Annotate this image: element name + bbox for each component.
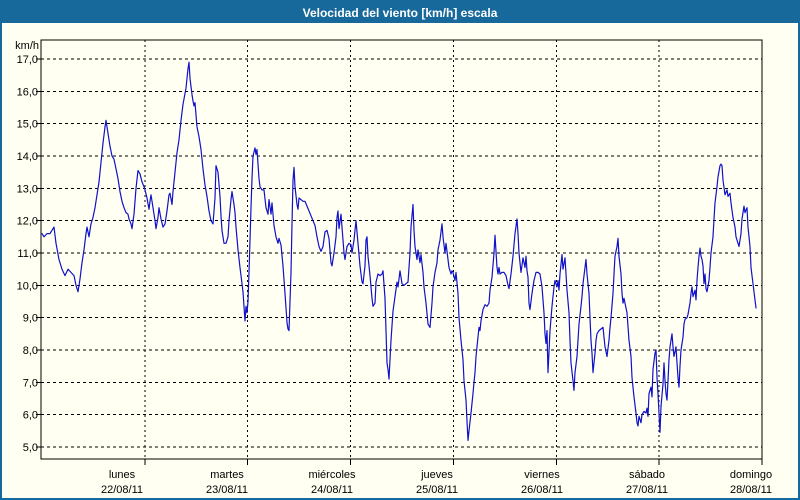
- x-day-name-label: martes: [210, 469, 244, 481]
- x-day-date-label: 27/08/11: [626, 484, 668, 496]
- x-day-name-label: sábado: [629, 469, 665, 481]
- y-tick-label: 10,0: [17, 280, 38, 292]
- x-day-date-label: 25/08/11: [416, 484, 458, 496]
- y-tick-label: 14,0: [17, 151, 38, 163]
- y-tick-label: 9,0: [23, 313, 38, 325]
- y-tick-label: 16,0: [17, 86, 38, 98]
- x-day-date-label: 28/08/11: [730, 484, 772, 496]
- x-day-date-label: 23/08/11: [206, 484, 248, 496]
- x-day-date-label: 24/08/11: [311, 484, 353, 496]
- y-tick-label: 8,0: [23, 345, 38, 357]
- chart-title-bar: Velocidad del viento [km/h] escala: [2, 2, 798, 23]
- y-tick-label: 13,0: [17, 183, 38, 195]
- wind-speed-series-line: [41, 61, 757, 442]
- y-tick-label: 5,0: [23, 442, 38, 454]
- x-day-name-label: domingo: [730, 469, 772, 481]
- x-day-date-label: 22/08/11: [101, 484, 143, 496]
- x-day-name-label: miércoles: [308, 469, 356, 481]
- x-day-date-label: 26/08/11: [521, 484, 563, 496]
- plot-border: [40, 39, 763, 460]
- y-axis-unit-label: km/h: [15, 40, 39, 52]
- x-day-name-label: lunes: [109, 469, 136, 481]
- y-tick-label: 6,0: [23, 410, 38, 422]
- y-tick-label: 11,0: [17, 248, 38, 260]
- wind-speed-line-chart: 17,0 16,0 15,0 14,0 13,0 12,0 11,0 10,0 9,0 8,0 7,…: [15, 39, 772, 496]
- y-tick-label: 15,0: [17, 119, 38, 131]
- x-day-name-label: viernes: [524, 469, 560, 481]
- y-tick-label: 7,0: [23, 377, 38, 389]
- x-day-name-label: jueves: [420, 469, 453, 481]
- chart-title: Velocidad del viento [km/h] escala: [302, 5, 498, 20]
- y-tick-label: 17,0: [17, 54, 38, 66]
- y-tick-label: 12,0: [17, 216, 38, 228]
- chart-area: 17,0 16,0 15,0 14,0 13,0 12,0 11,0 10,0 9,0 8,0 7,…: [2, 23, 798, 498]
